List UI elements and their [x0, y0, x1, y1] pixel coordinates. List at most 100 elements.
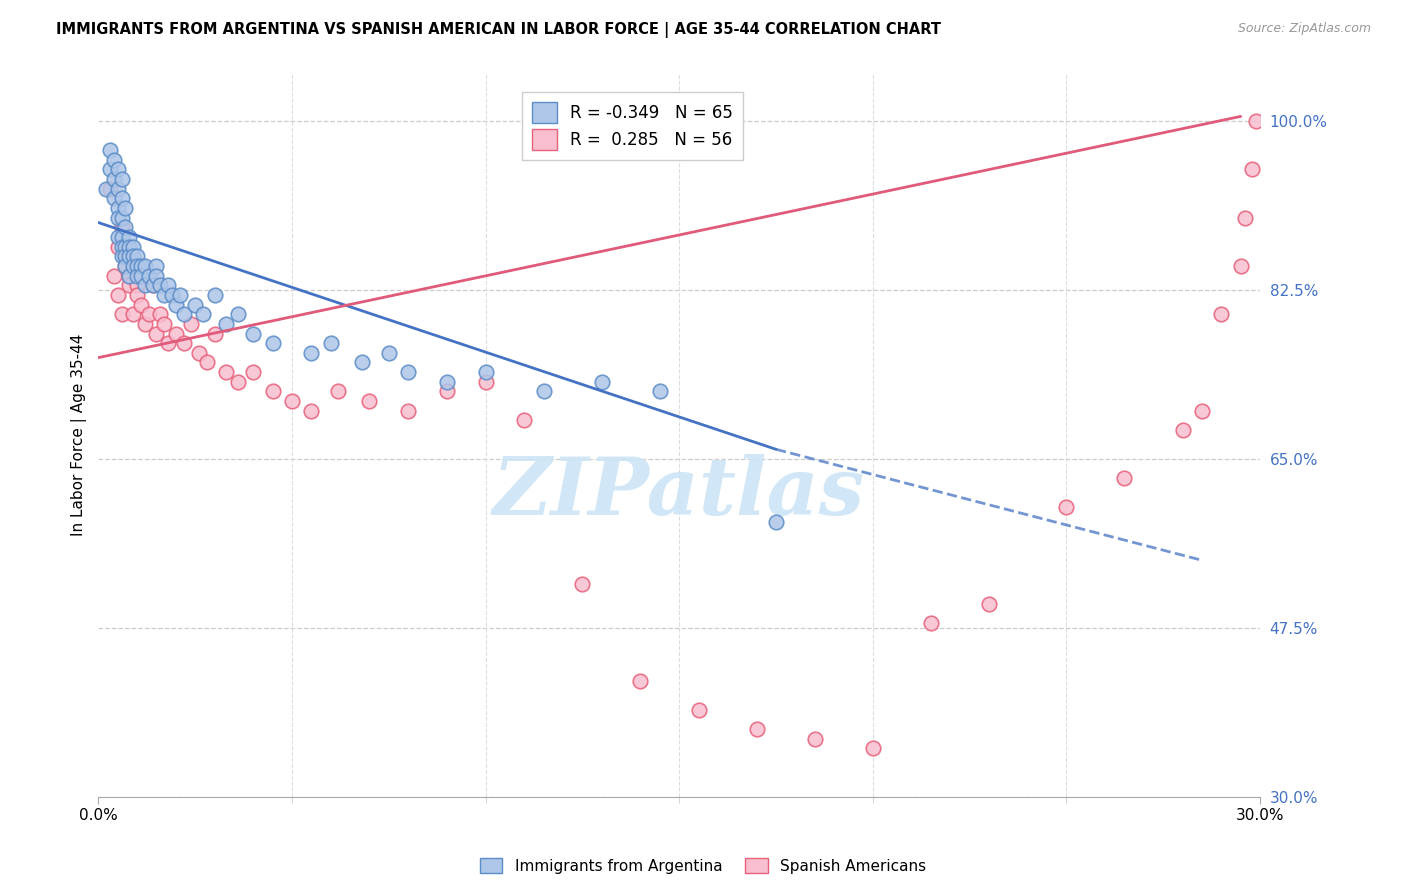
- Point: [359, 394, 381, 409]
- Point: [396, 403, 419, 417]
- Point: [350, 355, 373, 369]
- Point: [513, 413, 536, 427]
- Point: [226, 375, 249, 389]
- Point: [242, 326, 264, 341]
- Point: [281, 394, 304, 409]
- Point: [98, 162, 121, 177]
- Point: [122, 307, 145, 321]
- Point: [103, 172, 125, 186]
- Point: [107, 211, 129, 225]
- Point: [142, 278, 165, 293]
- Point: [98, 182, 121, 196]
- Point: [114, 249, 136, 263]
- Point: [242, 365, 264, 379]
- Point: [436, 384, 458, 399]
- Point: [125, 278, 148, 293]
- Point: [110, 191, 132, 205]
- Point: [149, 307, 172, 321]
- Point: [118, 278, 141, 293]
- Point: [118, 249, 141, 263]
- Point: [107, 230, 129, 244]
- Point: [533, 384, 555, 399]
- Point: [169, 288, 191, 302]
- Point: [125, 288, 148, 302]
- Point: [630, 673, 652, 688]
- Point: [436, 375, 458, 389]
- Point: [125, 249, 148, 263]
- Point: [157, 278, 180, 293]
- Point: [134, 317, 156, 331]
- Point: [110, 249, 132, 263]
- Point: [591, 375, 613, 389]
- Point: [474, 365, 496, 379]
- Point: [145, 268, 167, 283]
- Point: [103, 191, 125, 205]
- Point: [204, 288, 226, 302]
- Point: [165, 297, 187, 311]
- Point: [129, 297, 152, 311]
- Point: [920, 615, 942, 630]
- Point: [160, 288, 183, 302]
- Point: [180, 317, 202, 331]
- Point: [299, 346, 322, 360]
- Point: [765, 515, 787, 529]
- Point: [118, 268, 141, 283]
- Point: [107, 240, 129, 254]
- Point: [191, 307, 214, 321]
- Point: [1191, 403, 1213, 417]
- Point: [110, 230, 132, 244]
- Point: [1241, 162, 1264, 177]
- Text: Source: ZipAtlas.com: Source: ZipAtlas.com: [1237, 22, 1371, 36]
- Point: [125, 268, 148, 283]
- Point: [188, 346, 211, 360]
- Point: [226, 307, 249, 321]
- Legend: Immigrants from Argentina, Spanish Americans: Immigrants from Argentina, Spanish Ameri…: [474, 852, 932, 880]
- Text: ZIPatlas: ZIPatlas: [494, 454, 865, 532]
- Point: [215, 365, 238, 379]
- Point: [103, 268, 125, 283]
- Point: [114, 259, 136, 273]
- Point: [122, 249, 145, 263]
- Point: [173, 336, 195, 351]
- Point: [98, 143, 121, 157]
- Point: [328, 384, 350, 399]
- Point: [745, 722, 768, 736]
- Point: [648, 384, 671, 399]
- Point: [114, 220, 136, 235]
- Point: [396, 365, 419, 379]
- Point: [145, 326, 167, 341]
- Point: [110, 172, 132, 186]
- Point: [262, 336, 284, 351]
- Point: [1233, 211, 1256, 225]
- Point: [118, 240, 141, 254]
- Point: [118, 268, 141, 283]
- Point: [107, 162, 129, 177]
- Point: [299, 403, 322, 417]
- Point: [118, 230, 141, 244]
- Point: [110, 220, 132, 235]
- Point: [204, 326, 226, 341]
- Point: [107, 201, 129, 215]
- Point: [107, 288, 129, 302]
- Point: [114, 240, 136, 254]
- Point: [1054, 500, 1077, 515]
- Point: [125, 259, 148, 273]
- Point: [129, 268, 152, 283]
- Y-axis label: In Labor Force | Age 35-44: In Labor Force | Age 35-44: [72, 334, 87, 536]
- Point: [110, 307, 132, 321]
- Point: [157, 336, 180, 351]
- Point: [571, 577, 593, 591]
- Point: [184, 297, 207, 311]
- Point: [195, 355, 218, 369]
- Point: [107, 182, 129, 196]
- Point: [173, 307, 195, 321]
- Legend: R = -0.349   N = 65, R =  0.285   N = 56: R = -0.349 N = 65, R = 0.285 N = 56: [522, 92, 744, 160]
- Point: [1244, 114, 1267, 128]
- Point: [110, 211, 132, 225]
- Point: [129, 259, 152, 273]
- Point: [1171, 423, 1194, 437]
- Point: [1229, 259, 1251, 273]
- Point: [319, 336, 342, 351]
- Point: [378, 346, 401, 360]
- Point: [122, 259, 145, 273]
